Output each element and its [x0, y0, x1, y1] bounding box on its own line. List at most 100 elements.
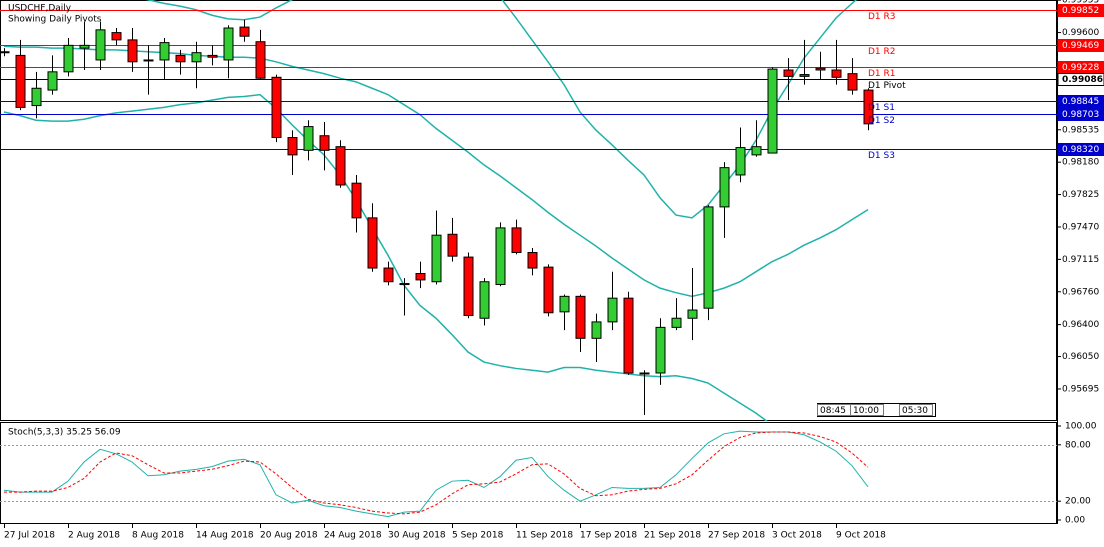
time-label: 10:00 [853, 406, 879, 416]
candle-body [47, 71, 58, 91]
candle-body [703, 206, 714, 309]
pivot-label: D1 S2 [868, 116, 895, 126]
x-tick-label: 14 Aug 2018 [196, 531, 254, 541]
price-tag [1057, 108, 1104, 121]
time-cell [899, 404, 933, 416]
y-tick-label: 80.00 [1065, 440, 1091, 450]
chart-subtitle: Showing Daily Pivots [8, 15, 102, 25]
x-tick-label: 11 Sep 2018 [516, 531, 573, 541]
candle-body [191, 52, 202, 63]
price-tag [1057, 95, 1104, 108]
candle-body [623, 297, 634, 374]
candle-body [783, 69, 794, 77]
stoch-line [3, 430, 869, 518]
candle-body [607, 297, 618, 323]
x-tick-label: 27 Sep 2018 [708, 531, 765, 541]
candle-body [511, 227, 522, 254]
x-tick-label: 2 Aug 2018 [68, 531, 120, 541]
candle-body [383, 267, 394, 283]
candle-body [863, 89, 874, 125]
candle-body [751, 146, 762, 156]
candle-body [111, 32, 122, 41]
main-plot [0, 0, 1057, 421]
chart-title: USDCHF,Daily [8, 4, 72, 14]
candle-body [767, 68, 778, 154]
x-tick-label: 21 Sep 2018 [644, 531, 701, 541]
price-tag-label: 0.99469 [1062, 41, 1099, 51]
candle-body [639, 372, 650, 375]
price-tag [1057, 39, 1104, 52]
main-panel [0, 0, 1057, 421]
candle-body [495, 227, 506, 285]
stoch-plot [0, 430, 1057, 518]
x-tick-label: 3 Oct 2018 [772, 531, 822, 541]
candle-body [447, 233, 458, 257]
pivot-label: D1 S3 [868, 151, 895, 161]
y-tick-label: 0.95695 [1062, 384, 1099, 394]
x-tick-label: 17 Sep 2018 [580, 531, 637, 541]
candle-body [207, 54, 218, 58]
price-tag-label: 0.98845 [1062, 97, 1099, 107]
candle-body [239, 26, 250, 37]
candle-body [351, 182, 362, 219]
pivot-label: D1 S1 [868, 103, 895, 113]
candle-body [687, 309, 698, 319]
candle-body [399, 283, 410, 286]
candle-body [719, 167, 730, 208]
y-tick-label: 0.98535 [1062, 125, 1099, 135]
y-tick-label: 0.99600 [1062, 28, 1099, 38]
candle-body [15, 54, 26, 108]
candle-body [159, 42, 170, 61]
y-tick-label: 100.00 [1065, 422, 1097, 432]
candle-body [463, 256, 474, 317]
price-tag-label: 0.99086 [1062, 75, 1103, 85]
candle-body [0, 51, 10, 54]
candle-body [415, 273, 426, 281]
y-tick-label: 0.98180 [1062, 158, 1099, 168]
candle-body [431, 234, 442, 283]
price-tag [1057, 4, 1104, 17]
candle-body [63, 44, 74, 73]
overlay-layer: USDCHF,Daily Showing Daily Pivots Stoch(… [4, 0, 1104, 541]
candle-body [479, 281, 490, 319]
candle-body [575, 295, 586, 339]
pivot-label: D1 R3 [868, 12, 896, 22]
x-tick-label: 9 Oct 2018 [836, 531, 886, 541]
candle-body [367, 217, 378, 269]
x-tick-label: 24 Aug 2018 [324, 531, 382, 541]
y-tick-label: 0.97115 [1062, 255, 1099, 265]
x-tick-label: 8 Aug 2018 [132, 531, 184, 541]
price-tag-label: 0.99228 [1062, 63, 1099, 73]
x-tick-label: 27 Jul 2018 [4, 531, 55, 541]
x-tick-label: 30 Aug 2018 [388, 531, 446, 541]
y-tick-label: 0.97825 [1062, 190, 1099, 200]
pivot-label: D1 R1 [868, 69, 896, 79]
y-tick-label: 0.96760 [1062, 287, 1099, 297]
candle-body [655, 326, 666, 374]
time-cell [850, 404, 884, 416]
pivot-label: D1 R2 [868, 47, 896, 57]
candle-body [175, 54, 186, 63]
candle-body [831, 69, 842, 78]
candle-body [543, 266, 554, 314]
candle-body [143, 59, 154, 62]
candle-body [335, 146, 346, 186]
price-tag [1057, 73, 1104, 86]
candle-body [31, 87, 42, 107]
band-line [3, 93, 768, 421]
candle-body [127, 39, 138, 63]
price-tag [1057, 143, 1104, 156]
candle-body [271, 76, 282, 139]
candle-body [799, 74, 810, 77]
y-tick-label: 0.97470 [1062, 222, 1099, 232]
candle-body [815, 67, 826, 71]
x-tick-label: 20 Aug 2018 [260, 531, 318, 541]
price-tag-label: 0.98320 [1062, 145, 1099, 155]
stoch-line [4, 431, 869, 515]
candle-body [591, 321, 602, 339]
y-tick-label: 0.00 [1065, 516, 1085, 526]
candle-body [79, 44, 90, 49]
candle-body [527, 252, 538, 269]
time-label: 08:45 [820, 406, 846, 416]
